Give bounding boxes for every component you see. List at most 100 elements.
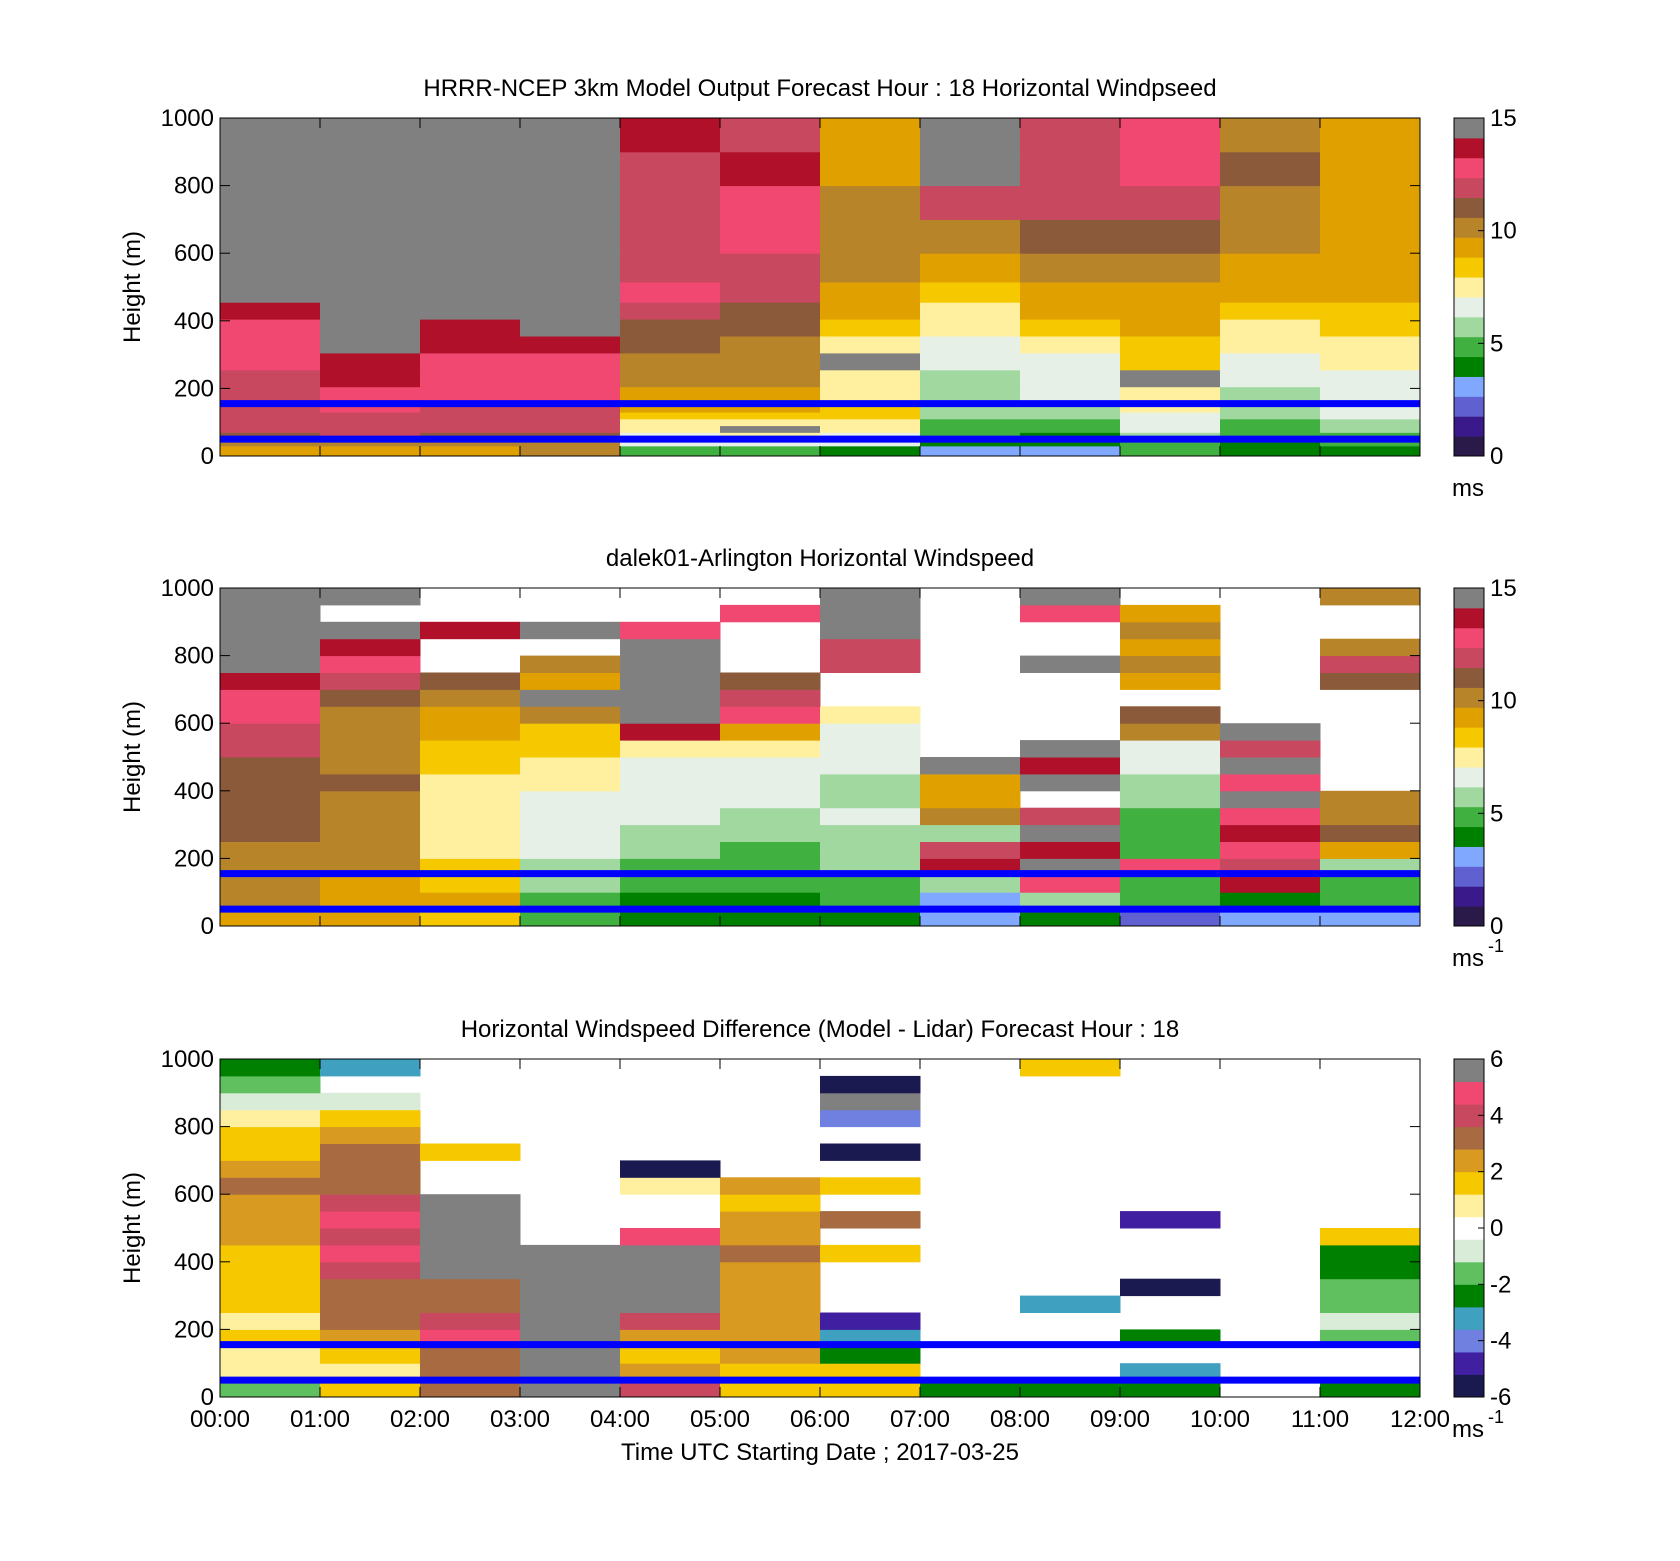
heatmap-cell	[820, 723, 921, 741]
heatmap-cell	[420, 1312, 521, 1330]
y-tick-label: 600	[174, 240, 214, 267]
colorbar-swatch	[1454, 1216, 1484, 1240]
heatmap-cell	[720, 1211, 821, 1229]
heatmap-cell	[320, 1244, 421, 1263]
heatmap-cell	[220, 219, 321, 254]
heatmap-cell	[520, 875, 621, 893]
heatmap-cell	[920, 892, 1021, 910]
y-tick-label: 200	[174, 1316, 214, 1343]
heatmap-cell	[420, 892, 521, 910]
heatmap-cell	[720, 1346, 821, 1364]
y-tick-label: 400	[174, 308, 214, 335]
heatmap-cell	[1120, 672, 1221, 690]
x-tick-label: 07:00	[890, 1406, 950, 1433]
heatmap-cell	[1020, 425, 1121, 433]
heatmap-cell	[720, 151, 821, 187]
heatmap-cell	[220, 425, 321, 433]
heatmap-cell	[720, 740, 821, 758]
x-tick-label: 05:00	[690, 1406, 750, 1433]
heatmap-cell	[920, 302, 1021, 320]
heatmap-cell	[1320, 302, 1421, 320]
heatmap-cell	[820, 425, 921, 433]
heatmap-cell	[1220, 909, 1321, 927]
heatmap-cell	[320, 655, 421, 673]
heatmap-cell	[420, 1295, 521, 1313]
heatmap-cell	[720, 773, 821, 792]
heatmap-cell	[520, 841, 621, 859]
heatmap-cell	[1020, 604, 1121, 623]
heatmap-cell	[220, 723, 321, 741]
heatmap-cell	[320, 1278, 421, 1297]
heatmap-cell	[420, 412, 521, 420]
heatmap-cell	[620, 841, 721, 859]
heatmap-cell	[520, 302, 621, 320]
x-tick-label: 00:00	[190, 1406, 250, 1433]
heatmap-cell	[220, 1126, 321, 1144]
heatmap-cell	[820, 790, 921, 809]
heatmap-cell	[820, 1143, 921, 1161]
heatmap-cell	[320, 253, 421, 283]
heatmap-cell	[1020, 151, 1121, 187]
heatmap-cell	[420, 369, 521, 388]
heatmap-cell	[1120, 706, 1221, 724]
heatmap-cell	[620, 425, 721, 433]
heatmap-cell	[320, 352, 421, 371]
y-tick-label: 200	[174, 845, 214, 872]
heatmap-cell	[1020, 909, 1121, 927]
heatmap-cell	[220, 909, 321, 927]
y-axis-ticks: 0 200 400 600 800 1000	[161, 575, 1420, 940]
heatmap-cell	[1120, 1211, 1221, 1229]
colorbar-tick-label: 0	[1490, 1215, 1503, 1242]
heatmap-cell	[920, 401, 1021, 413]
heatmap-cell	[920, 757, 1021, 775]
colorbar-swatch	[1454, 177, 1484, 199]
heatmap-cell	[820, 445, 921, 457]
heatmap-cell	[820, 773, 921, 792]
heatmap-cell	[320, 757, 421, 775]
heatmap-cell	[820, 892, 921, 910]
heatmap-cell	[1220, 740, 1321, 758]
heatmap-cell	[420, 302, 521, 320]
heatmap-cell	[620, 723, 721, 741]
heatmap-cell	[1220, 790, 1321, 809]
heatmap-cell	[720, 1380, 821, 1398]
heatmap-cell	[720, 706, 821, 724]
heatmap-cell	[320, 1380, 421, 1398]
heatmap-cell	[320, 1363, 421, 1381]
heatmap-cell	[1320, 1380, 1421, 1398]
heatmap-cell	[1020, 352, 1121, 371]
heatmap-cell	[1320, 281, 1421, 303]
colorbar-swatch	[1454, 866, 1484, 887]
heatmap-cell	[1320, 352, 1421, 371]
heatmap-cell	[220, 1092, 321, 1111]
heatmap-cell	[1120, 253, 1221, 283]
heatmap-cell	[520, 824, 621, 842]
y-tick-label: 1000	[161, 575, 214, 602]
heatmap-cell	[820, 1363, 921, 1381]
y-axis-label: Height (m)	[119, 231, 146, 343]
heatmap-cell	[520, 689, 621, 707]
heatmap-cell	[820, 604, 921, 623]
heatmap-cell	[320, 1160, 421, 1178]
heatmap-cell	[520, 1346, 621, 1364]
colorbar-swatch	[1454, 747, 1484, 768]
heatmap-cell	[620, 386, 721, 403]
heatmap-cell	[1020, 401, 1121, 413]
heatmap-cell	[220, 445, 321, 457]
heatmap-cell	[1020, 281, 1121, 303]
heatmap-cell	[1320, 1228, 1421, 1246]
y-tick-label: 200	[174, 375, 214, 402]
heatmap-cell	[420, 841, 521, 859]
x-axis-label: Time UTC Starting Date ; 2017-03-25	[621, 1439, 1019, 1466]
heatmap-cell	[420, 1346, 521, 1364]
colorbar-tick-label: 0	[1490, 913, 1503, 940]
heatmap-cell	[420, 1380, 521, 1398]
heatmap-cell	[220, 757, 321, 775]
colorbar: 0 5 10 15 ms	[1452, 105, 1517, 502]
heatmap-cell	[620, 281, 721, 303]
heatmap-cell	[720, 875, 821, 893]
heatmap-cell	[220, 689, 321, 707]
heatmap-cell	[520, 281, 621, 303]
colorbar-swatch	[1454, 1329, 1484, 1353]
colorbar-swatch	[1454, 806, 1484, 828]
